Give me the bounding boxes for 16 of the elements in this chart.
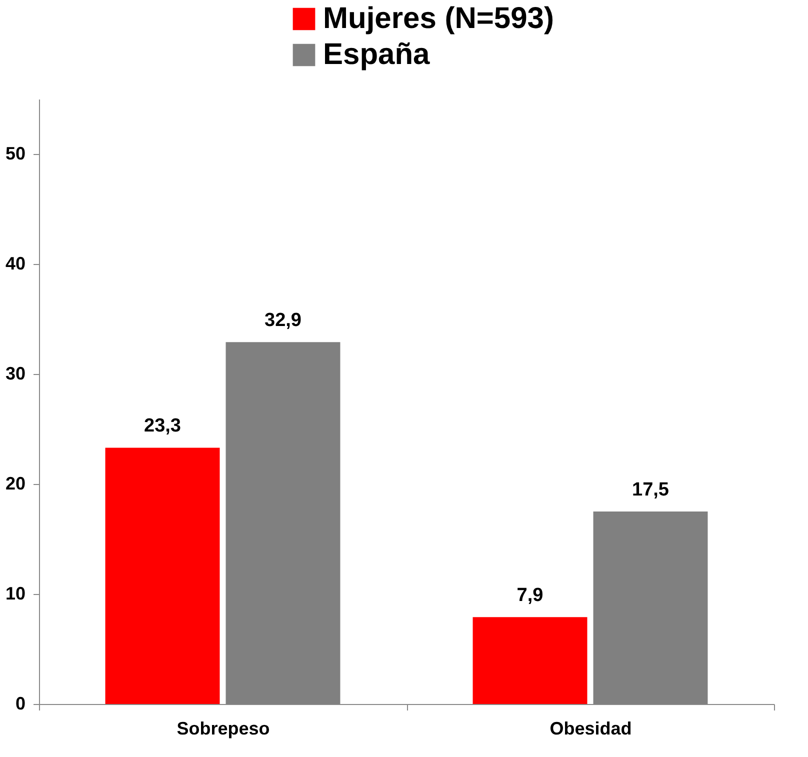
bar bbox=[105, 448, 220, 704]
y-tick-label: 0 bbox=[15, 694, 26, 714]
y-tick-label: 10 bbox=[5, 584, 26, 604]
y-tick-label: 30 bbox=[5, 364, 26, 384]
data-label: 23,3 bbox=[144, 416, 181, 437]
x-tick-label: Sobrepeso bbox=[176, 718, 270, 738]
legend-label: España bbox=[323, 38, 430, 71]
legend-label: Mujeres (N=593) bbox=[323, 2, 554, 35]
data-label: 17,5 bbox=[632, 480, 670, 500]
x-tick-label: Obesidad bbox=[550, 718, 632, 738]
y-tick-label: 50 bbox=[5, 144, 26, 164]
data-label: 7,9 bbox=[516, 585, 544, 606]
y-tick-label: 40 bbox=[5, 254, 26, 274]
y-tick-label: 20 bbox=[5, 474, 26, 494]
bar bbox=[472, 617, 588, 704]
data-label: 32,9 bbox=[264, 310, 302, 332]
